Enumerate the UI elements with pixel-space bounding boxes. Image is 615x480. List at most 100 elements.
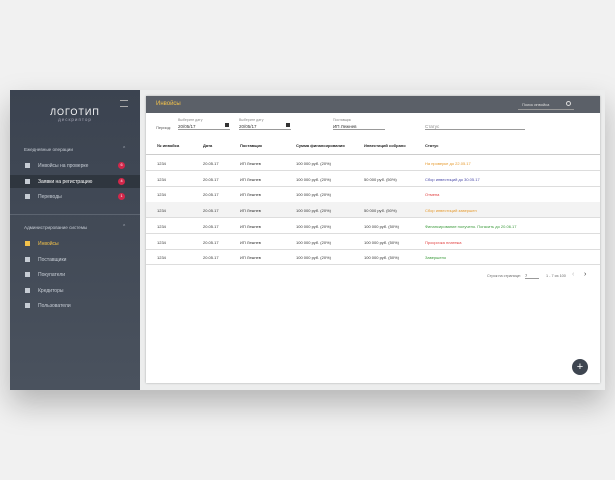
cell: 100 000 руб. (20%) — [296, 255, 331, 261]
supplier-hint: Поставщик — [333, 118, 351, 122]
row-line — [146, 233, 600, 234]
row-line — [146, 217, 600, 218]
status-select[interactable]: Статус — [425, 124, 525, 130]
add-button[interactable]: + — [572, 359, 588, 375]
header-bar — [146, 96, 600, 113]
active-row — [10, 174, 140, 188]
menu-item[interactable]: Поставщики — [38, 256, 67, 263]
cell: Сбор инвестиций завершен — [425, 208, 477, 214]
menu-icon — [25, 272, 30, 277]
menu-icon[interactable] — [10, 94, 140, 112]
cell: 100 000 руб. (20%) — [296, 161, 331, 166]
date-to[interactable]: 20/05/17 — [239, 124, 291, 130]
cell: На проверке до 22.05.17 — [425, 161, 471, 166]
rows-select[interactable]: 7 — [525, 273, 539, 279]
column-header[interactable]: Сумма финансирования — [296, 143, 345, 148]
logo: ЛОГОТИП — [50, 107, 100, 117]
header-line — [146, 154, 600, 155]
supplier-select[interactable]: ИП Лежнев — [333, 124, 385, 130]
row-hover — [146, 202, 600, 218]
cell: Завершено — [425, 255, 447, 261]
menu-item[interactable]: Переводы — [38, 194, 62, 200]
cell: ИП Лежнев — [240, 208, 261, 214]
cell: 20.05.17 — [203, 239, 219, 245]
cell: 20.05.17 — [203, 161, 219, 166]
cell: Сбор инвестиций до 30.05.17 — [425, 176, 480, 182]
sidebar: ЛОГОТИП дескриптор Ежедневные операции ⌃ И… — [10, 90, 140, 390]
chevron: ⌃ — [122, 224, 127, 230]
prev-page[interactable]: ‹ — [572, 271, 575, 278]
descriptor: дескриптор — [58, 117, 92, 122]
cell: ИП Лежнев — [240, 161, 261, 166]
chevron: ⌃ — [122, 146, 127, 152]
cell: 20.05.17 — [203, 176, 219, 182]
period-label: Период: — [156, 125, 172, 130]
cell: 1234 — [157, 192, 166, 198]
row-line — [146, 201, 600, 203]
cell: ИП Лежнев — [240, 239, 261, 245]
content-card: Инвойсы Поиск инвойса Период: Выберите д… — [146, 96, 600, 383]
cell: 100 000 руб. (20%) — [296, 192, 331, 198]
header-title: Инвойсы — [156, 101, 181, 107]
cell: ИП Лежнев — [240, 176, 261, 182]
column-header[interactable]: Статус — [425, 143, 439, 148]
cell: ИП Лежнев — [240, 192, 261, 198]
search-box[interactable] — [518, 100, 574, 110]
menu-icon — [25, 178, 30, 184]
cell: Финансирование получено. Погасить до 20.… — [425, 223, 517, 229]
search-icon[interactable] — [566, 101, 571, 106]
column-header[interactable]: № инвойса — [157, 143, 180, 148]
cell: 100 000 руб. (50%) — [364, 239, 399, 245]
menu-item[interactable]: Кредиторы — [38, 287, 64, 294]
row-line — [146, 185, 600, 187]
cell: 100 000 руб. (20%) — [296, 223, 331, 229]
menu-icon — [25, 241, 30, 246]
menu-item[interactable]: Инвойсы — [38, 241, 59, 247]
menu-item[interactable]: Покупатели — [38, 272, 66, 278]
badge: 4 — [118, 177, 125, 185]
cell: 50 000 руб. (50%) — [364, 208, 397, 214]
next-page[interactable]: › — [584, 271, 587, 278]
date-hint: Выберите дату — [178, 118, 203, 122]
divider — [10, 214, 140, 215]
badge: 1 — [118, 193, 125, 200]
cell: 20.05.17 — [203, 208, 219, 214]
cell: 1234 — [157, 255, 166, 261]
cell: 20.05.17 — [203, 223, 219, 229]
cell: 1234 — [157, 223, 166, 229]
menu-item[interactable]: Инвойсы на проверке — [38, 163, 89, 169]
cell: 100 000 руб. (50%) — [364, 255, 399, 261]
date-from[interactable]: 20/05/17 — [178, 124, 230, 130]
row-line — [146, 248, 600, 250]
menu-icon — [25, 256, 30, 262]
menu-item[interactable]: Заявки на регистрацию — [38, 178, 93, 185]
menu-item[interactable]: Пользователи — [38, 303, 71, 309]
cell: Отмена — [425, 192, 440, 198]
cell: 20.05.17 — [203, 192, 219, 198]
cell: 1234 — [157, 161, 166, 166]
date-hint: Выберите дату — [239, 118, 264, 122]
column-header[interactable]: Поставщик — [240, 143, 262, 148]
cell: ИП Лежнев — [240, 255, 261, 261]
calendar-icon[interactable] — [286, 123, 290, 127]
badge: 6 — [118, 162, 125, 169]
calendar-icon[interactable] — [225, 123, 229, 127]
cell: 100 000 руб. (50%) — [364, 223, 399, 229]
cell: Просрочка платежа — [425, 239, 462, 245]
cell: 100 000 руб. (20%) — [296, 208, 331, 214]
cell: ИП Лежнев — [240, 223, 261, 229]
range: 1 - 7 из 100 — [546, 274, 566, 278]
column-header[interactable]: Дата — [203, 143, 213, 148]
cell: 20.05.17 — [203, 255, 219, 261]
cell: 1234 — [157, 208, 166, 214]
cell: 1234 — [157, 239, 166, 245]
column-header[interactable]: Инвестиций собрано — [364, 143, 406, 148]
rows-label: Строк на странице: — [487, 274, 522, 278]
menu-icon — [25, 287, 30, 293]
row-line — [146, 264, 600, 265]
cell: 50 000 руб. (50%) — [364, 176, 397, 182]
cell: 1234 — [157, 176, 166, 182]
section-title: Ежедневные операции — [24, 147, 73, 152]
section-title: Администрирование системы — [24, 225, 88, 230]
